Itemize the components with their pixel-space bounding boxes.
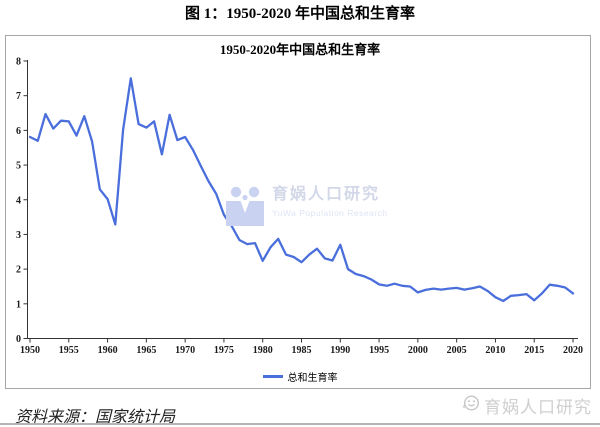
legend-label: 总和生育率 (287, 373, 338, 384)
bottom-divider (0, 423, 600, 425)
legend: 总和生育率 (0, 369, 600, 384)
bottom-watermark: 育娲人口研究 (462, 393, 592, 418)
bottom-watermark-text: 育娲人口研究 (484, 398, 592, 417)
source-note: 资料来源：国家统计局 (15, 409, 176, 426)
chart-title: 1950-2020年中国总和生育率 (219, 42, 381, 57)
yuwa-seal-icon (462, 394, 480, 417)
chart-frame (5, 35, 591, 389)
legend-line-swatch (262, 375, 283, 378)
figure-title: 图 1：1950-2020 年中国总和生育率 (185, 6, 415, 22)
